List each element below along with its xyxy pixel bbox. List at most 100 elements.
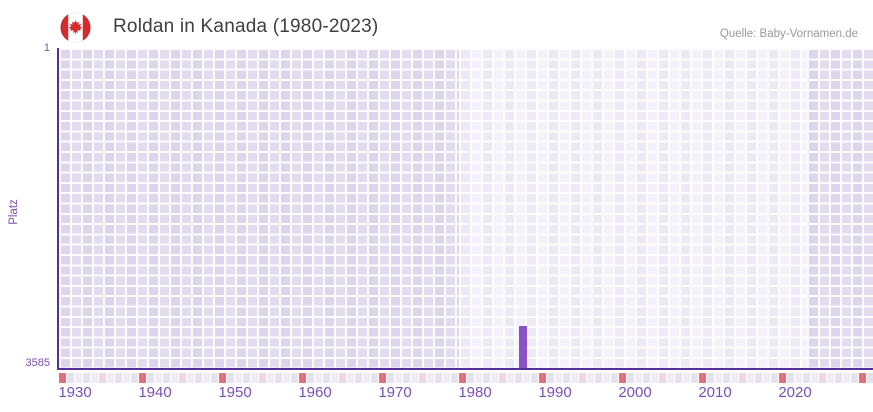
strip-cell [251, 373, 258, 383]
strip-cell [491, 373, 498, 383]
strip-cell [291, 373, 298, 383]
strip-cell [475, 373, 482, 383]
strip-cell [627, 373, 634, 383]
x-tick-label: 1990 [538, 384, 572, 401]
strip-cell [571, 373, 578, 383]
strip-cell [379, 373, 386, 383]
strip-cell [699, 373, 706, 383]
strip-cell [227, 373, 234, 383]
x-tick-label: 2000 [618, 384, 652, 401]
strip-cell [851, 373, 858, 383]
strip-cell [683, 373, 690, 383]
canada-flag-icon [60, 12, 91, 43]
strip-cell [763, 373, 770, 383]
strip-cell [771, 373, 778, 383]
strip-cell [123, 373, 130, 383]
strip-cell [747, 373, 754, 383]
strip-cell [171, 373, 178, 383]
strip-cell [587, 373, 594, 383]
strip-cell [803, 373, 810, 383]
strip-cell [155, 373, 162, 383]
strip-cell [531, 373, 538, 383]
strip-cell [459, 373, 466, 383]
strip-cell [715, 373, 722, 383]
strip-cell [115, 373, 122, 383]
strip-cell [675, 373, 682, 383]
strip-cell [179, 373, 186, 383]
y-tick-worst-rank: 3585 [25, 357, 50, 369]
strip-cell [843, 373, 850, 383]
strip-cell [83, 373, 90, 383]
strip-cell [59, 373, 66, 383]
strip-cell [659, 373, 666, 383]
x-tick-label: 1970 [378, 384, 412, 401]
strip-cell [323, 373, 330, 383]
x-axis-ticks: 1930 1940 1950 1960 1970 1980 1990 2000 2010 2020 [58, 384, 873, 406]
strip-cell [603, 373, 610, 383]
strip-cell [539, 373, 546, 383]
strip-cell [411, 373, 418, 383]
strip-cell [635, 373, 642, 383]
strip-cell [507, 373, 514, 383]
strip-cell [731, 373, 738, 383]
y-axis-title: Platz [8, 199, 20, 225]
x-tick-label: 1960 [298, 384, 332, 401]
x-tick-label: 1950 [218, 384, 252, 401]
strip-cell [523, 373, 530, 383]
strip-cell [355, 373, 362, 383]
strip-cell [131, 373, 138, 383]
strip-cell [547, 373, 554, 383]
x-tick-label: 1940 [138, 384, 172, 401]
strip-cell [435, 373, 442, 383]
strip-cell [363, 373, 370, 383]
x-tick-label: 1930 [58, 384, 92, 401]
strip-cell [267, 373, 274, 383]
strip-cell [395, 373, 402, 383]
plot-area [57, 48, 873, 370]
strip-cell [195, 373, 202, 383]
strip-cell [691, 373, 698, 383]
strip-cell [795, 373, 802, 383]
strip-cell [787, 373, 794, 383]
strip-cell [339, 373, 346, 383]
strip-cell [499, 373, 506, 383]
strip-cell [651, 373, 658, 383]
strip-cell [619, 373, 626, 383]
strip-cell [147, 373, 154, 383]
decade-strip [59, 373, 873, 383]
strip-cell [75, 373, 82, 383]
strip-cell [107, 373, 114, 383]
strip-cell [91, 373, 98, 383]
plot-band-dark-left [59, 48, 459, 370]
rank-bar-1986[interactable] [519, 326, 527, 370]
y-tick-best-rank: 1 [43, 42, 50, 54]
strip-cell [235, 373, 242, 383]
strip-cell [515, 373, 522, 383]
strip-cell [867, 373, 873, 383]
strip-cell [451, 373, 458, 383]
strip-cell [579, 373, 586, 383]
strip-cell [467, 373, 474, 383]
strip-cell [307, 373, 314, 383]
x-axis-line [57, 368, 873, 370]
plot-band-dark-right [807, 48, 873, 370]
strip-cell [299, 373, 306, 383]
x-tick-label: 1980 [458, 384, 492, 401]
strip-cell [443, 373, 450, 383]
strip-cell [555, 373, 562, 383]
strip-cell [347, 373, 354, 383]
strip-cell [611, 373, 618, 383]
strip-cell [419, 373, 426, 383]
strip-cell [779, 373, 786, 383]
strip-cell [723, 373, 730, 383]
strip-cell [99, 373, 106, 383]
strip-cell [595, 373, 602, 383]
strip-cell [275, 373, 282, 383]
strip-cell [859, 373, 866, 383]
strip-cell [139, 373, 146, 383]
strip-cell [211, 373, 218, 383]
strip-cell [427, 373, 434, 383]
strip-cell [755, 373, 762, 383]
strip-cell [403, 373, 410, 383]
